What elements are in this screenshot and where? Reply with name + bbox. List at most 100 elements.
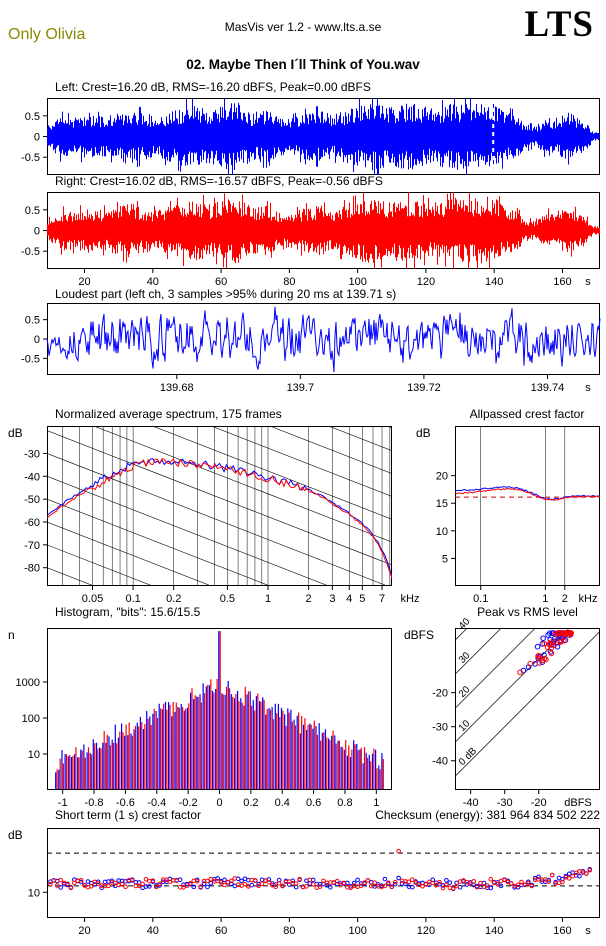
allpassed-title: Allpassed crest factor bbox=[469, 407, 585, 421]
svg-text:-50: -50 bbox=[24, 494, 40, 506]
svg-text:0.2: 0.2 bbox=[243, 797, 258, 809]
loudest-plot: 0.5 0 -0.5 139.68 139.7 139.72 139.74 s bbox=[21, 303, 601, 394]
svg-text:80: 80 bbox=[283, 276, 295, 288]
svg-text:0.2: 0.2 bbox=[166, 593, 181, 605]
svg-text:80: 80 bbox=[283, 925, 295, 937]
svg-text:139.7: 139.7 bbox=[287, 382, 315, 394]
loudest-part-title: Loudest part (left ch, 3 samples >95% du… bbox=[55, 287, 397, 301]
svg-text:140: 140 bbox=[485, 276, 503, 288]
left-wave-title: Left: Crest=16.20 dB, RMS=-16.20 dBFS, P… bbox=[55, 80, 371, 94]
allpassed-plot: 5 10 15 20 0.1 1 2 kHz dB bbox=[416, 426, 600, 605]
svg-text:1000: 1000 bbox=[16, 677, 40, 689]
svg-text:60: 60 bbox=[215, 276, 227, 288]
svg-text:0.5: 0.5 bbox=[220, 593, 235, 605]
svg-text:0: 0 bbox=[34, 226, 40, 238]
svg-text:139.72: 139.72 bbox=[407, 382, 441, 394]
svg-text:kHz: kHz bbox=[401, 593, 420, 605]
svg-text:s: s bbox=[585, 925, 591, 937]
svg-text:1: 1 bbox=[373, 797, 379, 809]
svg-text:0: 0 bbox=[34, 132, 40, 144]
svg-text:dBFS: dBFS bbox=[564, 797, 592, 809]
svg-text:40: 40 bbox=[147, 925, 159, 937]
svg-text:7: 7 bbox=[379, 593, 385, 605]
svg-text:-1: -1 bbox=[58, 797, 68, 809]
song-title: 02. Maybe Then I´ll Think of You.wav bbox=[186, 57, 420, 72]
svg-text:0 dB: 0 dB bbox=[457, 745, 480, 768]
svg-text:15: 15 bbox=[436, 498, 448, 510]
svg-text:0: 0 bbox=[216, 797, 222, 809]
svg-text:-40: -40 bbox=[463, 797, 479, 809]
svg-text:40: 40 bbox=[147, 276, 159, 288]
svg-text:120: 120 bbox=[417, 276, 435, 288]
shortterm-plot: 10 20 40 60 80 100 120 140 160 s dB bbox=[8, 828, 600, 937]
svg-text:4: 4 bbox=[346, 593, 352, 605]
right-wave-title: Right: Crest=16.02 dB, RMS=-16.57 dBFS, … bbox=[55, 174, 383, 188]
spectrum-title: Normalized average spectrum, 175 frames bbox=[55, 407, 282, 421]
svg-text:-60: -60 bbox=[24, 517, 40, 529]
svg-text:139.68: 139.68 bbox=[160, 382, 194, 394]
svg-text:1: 1 bbox=[265, 593, 271, 605]
svg-text:5: 5 bbox=[359, 593, 365, 605]
svg-text:-0.6: -0.6 bbox=[116, 797, 135, 809]
svg-text:10: 10 bbox=[457, 718, 473, 734]
svg-text:-0.5: -0.5 bbox=[21, 353, 40, 365]
credit-text: Only Olivia bbox=[8, 26, 86, 43]
svg-text:-0.5: -0.5 bbox=[21, 152, 40, 164]
left_wave-plot: 0.5 0 -0.5 bbox=[21, 98, 600, 175]
svg-text:10: 10 bbox=[436, 526, 448, 538]
svg-text:-30: -30 bbox=[24, 448, 40, 460]
svg-text:dB: dB bbox=[8, 426, 23, 440]
svg-text:-0.2: -0.2 bbox=[179, 797, 198, 809]
svg-text:60: 60 bbox=[215, 925, 227, 937]
svg-text:30: 30 bbox=[457, 650, 473, 666]
svg-text:-30: -30 bbox=[497, 797, 513, 809]
svg-text:-0.4: -0.4 bbox=[147, 797, 166, 809]
svg-text:140: 140 bbox=[485, 925, 503, 937]
svg-text:-40: -40 bbox=[24, 471, 40, 483]
svg-text:100: 100 bbox=[348, 925, 366, 937]
svg-text:0.5: 0.5 bbox=[25, 315, 40, 327]
svg-text:-20: -20 bbox=[531, 797, 547, 809]
svg-text:0: 0 bbox=[34, 334, 40, 346]
svg-text:-20: -20 bbox=[432, 688, 448, 700]
shortterm-title: Short term (1 s) crest factor bbox=[55, 808, 202, 822]
svg-text:0.8: 0.8 bbox=[337, 797, 352, 809]
svg-text:n: n bbox=[8, 628, 15, 642]
svg-text:0.5: 0.5 bbox=[25, 205, 40, 217]
svg-text:0.05: 0.05 bbox=[82, 593, 103, 605]
svg-text:160: 160 bbox=[553, 276, 571, 288]
svg-text:dB: dB bbox=[8, 828, 23, 842]
svg-text:0.4: 0.4 bbox=[275, 797, 290, 809]
histogram-plot: 10 100 1000 -1 -0.8 -0.6 -0.4 -0.2 0 0.2 0.4 0.6 0.8… bbox=[8, 628, 392, 809]
svg-text:kHz: kHz bbox=[579, 593, 598, 605]
svg-text:100: 100 bbox=[22, 713, 40, 725]
right_wave-plot: 0.5 0 -0.5 20 40 60 80 100 120 140 160 s bbox=[21, 192, 600, 288]
svg-text:s: s bbox=[585, 276, 591, 288]
svg-text:1: 1 bbox=[542, 593, 548, 605]
svg-text:0.5: 0.5 bbox=[25, 111, 40, 123]
checksum-label: Checksum (energy): 381 964 834 502 222 bbox=[375, 808, 600, 822]
svg-text:10: 10 bbox=[28, 749, 40, 761]
svg-text:-30: -30 bbox=[432, 722, 448, 734]
svg-text:20: 20 bbox=[457, 684, 473, 700]
svg-text:-0.8: -0.8 bbox=[85, 797, 104, 809]
svg-text:0.1: 0.1 bbox=[125, 593, 140, 605]
svg-text:2: 2 bbox=[306, 593, 312, 605]
svg-text:5: 5 bbox=[442, 553, 448, 565]
svg-text:120: 120 bbox=[417, 925, 435, 937]
svg-text:s: s bbox=[585, 382, 591, 394]
svg-text:-80: -80 bbox=[24, 563, 40, 575]
svg-text:100: 100 bbox=[348, 276, 366, 288]
svg-text:139.74: 139.74 bbox=[531, 382, 565, 394]
svg-text:20: 20 bbox=[436, 471, 448, 483]
svg-text:20: 20 bbox=[78, 276, 90, 288]
svg-text:-0.5: -0.5 bbox=[21, 246, 40, 258]
spectrum-plot: -30 -40 -50 -60 -70 -80 0.05 0.1 0.2 0.5 1 2 3 4 5 7 kHz… bbox=[8, 426, 420, 605]
svg-text:10: 10 bbox=[28, 887, 40, 899]
svg-text:20: 20 bbox=[78, 925, 90, 937]
peak-vs-rms-title: Peak vs RMS level bbox=[477, 605, 578, 619]
lts-logo: LTS bbox=[524, 4, 594, 45]
